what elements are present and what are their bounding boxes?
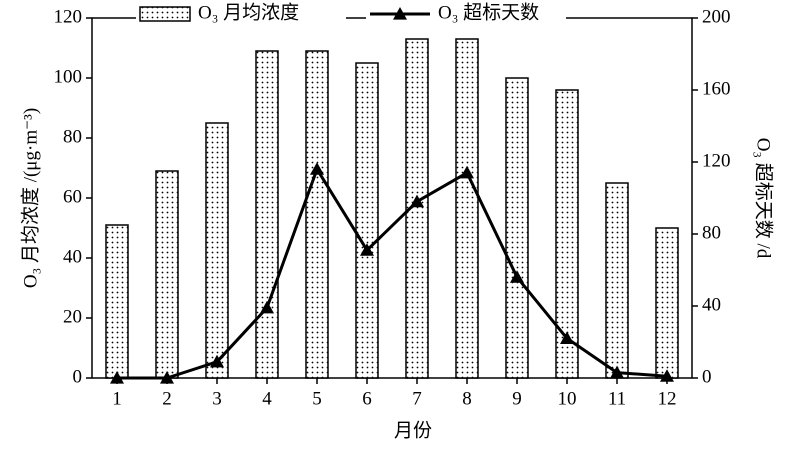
legend-label: O₃ 月均浓度 [198,1,299,23]
line-marker [360,243,374,256]
legend-label: O₃ 超标天数 [438,1,539,23]
y-tick-label: 80 [63,126,82,147]
x-tick-label: 7 [412,388,422,409]
x-tick-label: 11 [608,388,626,409]
bar [605,182,629,379]
bar [505,77,529,379]
bar [655,227,679,379]
x-tick-label: 6 [362,388,372,409]
x-tick-label: 12 [658,388,677,409]
line-marker [260,300,274,314]
x-tick-label: 1 [112,388,122,409]
y2-tick-label: 160 [702,78,731,99]
line-marker [310,162,324,175]
bar [555,89,579,379]
y-tick-label: 40 [63,246,82,267]
line-marker [510,270,524,283]
x-tick-label: 3 [212,388,222,409]
line-marker [610,365,624,379]
line-marker [560,331,574,344]
bar [105,224,129,379]
bar [455,38,479,379]
y-tick-label: 60 [63,186,82,207]
y-axis-label: O₃ 月均浓度 /(μg·m⁻³) [19,108,41,288]
y2-tick-label: 80 [702,222,721,243]
x-tick-label: 5 [312,388,322,409]
y2-tick-label: 200 [702,6,731,27]
y2-axis-label: O₃ 超标天数 /d [753,138,775,259]
x-tick-label: 4 [262,388,272,409]
bar [305,50,329,379]
plot-frame [91,17,693,379]
bar [155,170,179,379]
line [117,167,668,380]
line-marker [460,165,474,179]
bar [405,38,429,379]
x-tick-label: 9 [512,388,522,409]
line-marker [660,369,674,382]
y-tick-label: 0 [73,366,83,387]
x-axis-label: 月份 [394,419,432,441]
bar [355,62,379,379]
bar [255,50,279,379]
line-marker [210,354,224,368]
y-tick-label: 120 [54,6,83,27]
legend-swatch [139,6,191,22]
y-tick-label: 20 [63,306,82,327]
line-marker [410,194,424,208]
x-tick-label: 8 [462,388,472,409]
y2-tick-label: 40 [702,294,721,315]
x-tick-label: 2 [162,388,172,409]
y2-tick-label: 120 [702,150,731,171]
legend-marker [393,7,407,20]
line-marker [160,371,174,384]
y-tick-label: 100 [54,66,83,87]
line-marker [110,371,124,384]
x-tick-label: 10 [558,388,577,409]
bar [205,122,229,379]
y2-tick-label: 0 [702,366,712,387]
